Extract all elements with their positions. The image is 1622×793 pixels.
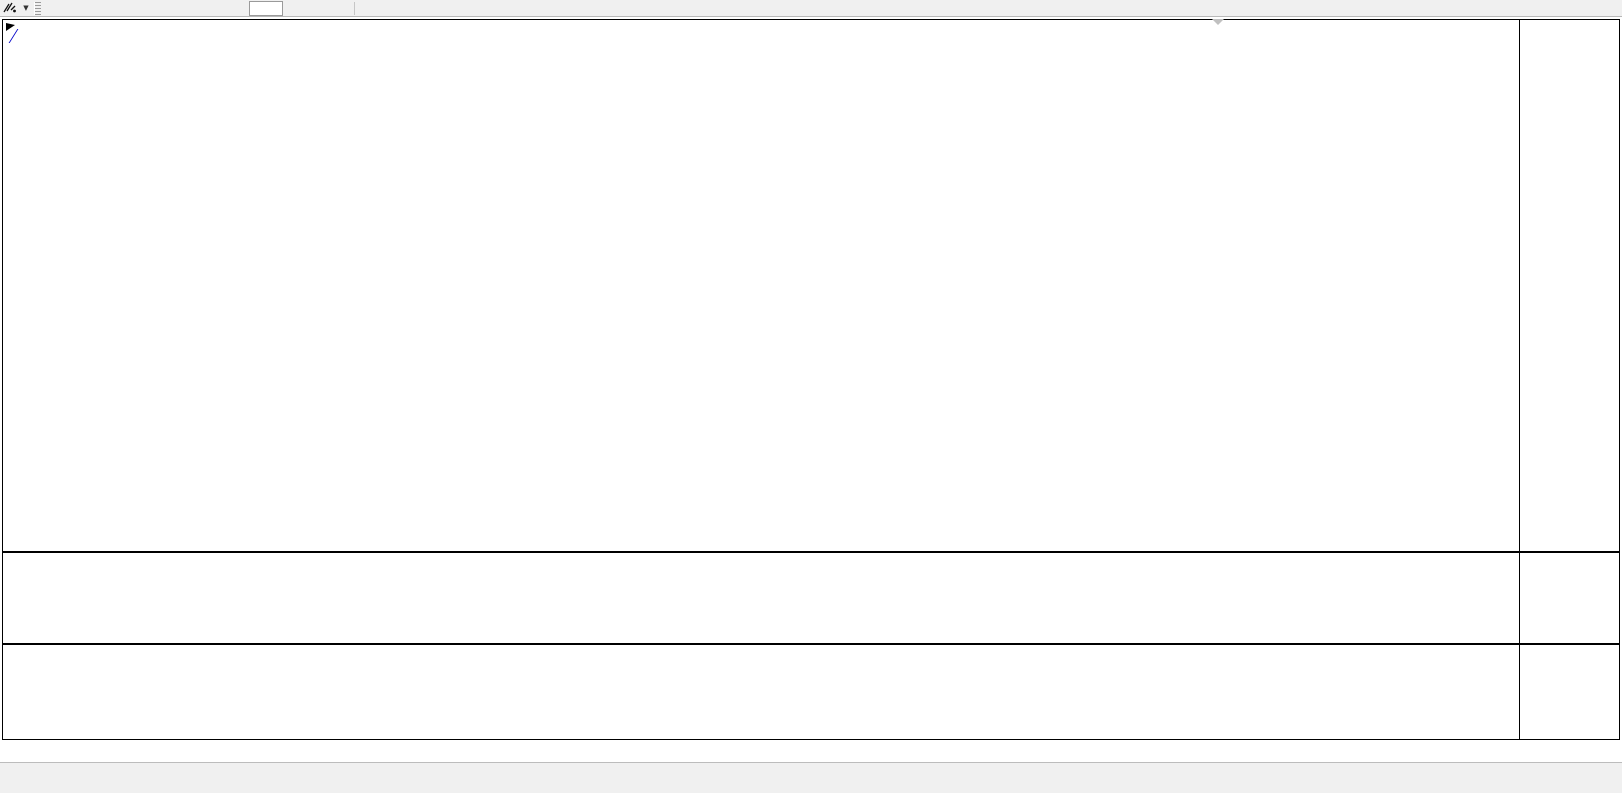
macd-pane[interactable] xyxy=(3,645,1619,739)
timeframe-m1[interactable] xyxy=(45,1,79,16)
pane-divider-1 xyxy=(3,551,1619,552)
timeframe-h1[interactable] xyxy=(181,1,215,16)
pane-divider-2b xyxy=(3,644,1619,645)
price-plot[interactable] xyxy=(3,20,1519,551)
timeframe-mn[interactable] xyxy=(317,1,351,16)
macd-plot[interactable] xyxy=(3,645,1519,739)
pane-divider-1b xyxy=(3,552,1619,553)
chart-cursor-arrow-icon xyxy=(6,23,15,31)
chevron-down-icon[interactable]: ▼ xyxy=(23,4,29,12)
crosshair-icon[interactable] xyxy=(0,1,20,16)
price-axis[interactable] xyxy=(1519,20,1619,551)
timeframe-h4[interactable] xyxy=(215,1,249,16)
toolbar-drag-handle[interactable] xyxy=(34,1,41,15)
timeframe-w1[interactable] xyxy=(283,1,317,16)
chart-tab-bar[interactable] xyxy=(0,762,1622,793)
chart-area[interactable] xyxy=(2,19,1620,740)
rsi-pane[interactable] xyxy=(3,553,1619,643)
pane-divider-2 xyxy=(3,643,1619,644)
timeframe-m5[interactable] xyxy=(79,1,113,16)
toolbar-divider xyxy=(354,1,355,15)
rsi-axis xyxy=(1519,553,1619,643)
price-pane[interactable] xyxy=(3,20,1619,551)
timeframe-toolbar: ▼ xyxy=(0,0,1622,17)
timeframe-m30[interactable] xyxy=(147,1,181,16)
timeframe-m15[interactable] xyxy=(113,1,147,16)
timeframe-d1[interactable] xyxy=(249,0,283,16)
rsi-plot[interactable] xyxy=(3,553,1519,643)
date-axis[interactable] xyxy=(2,740,1620,758)
chart-scroll-marker-icon[interactable] xyxy=(1212,19,1224,25)
macd-axis xyxy=(1519,645,1619,739)
